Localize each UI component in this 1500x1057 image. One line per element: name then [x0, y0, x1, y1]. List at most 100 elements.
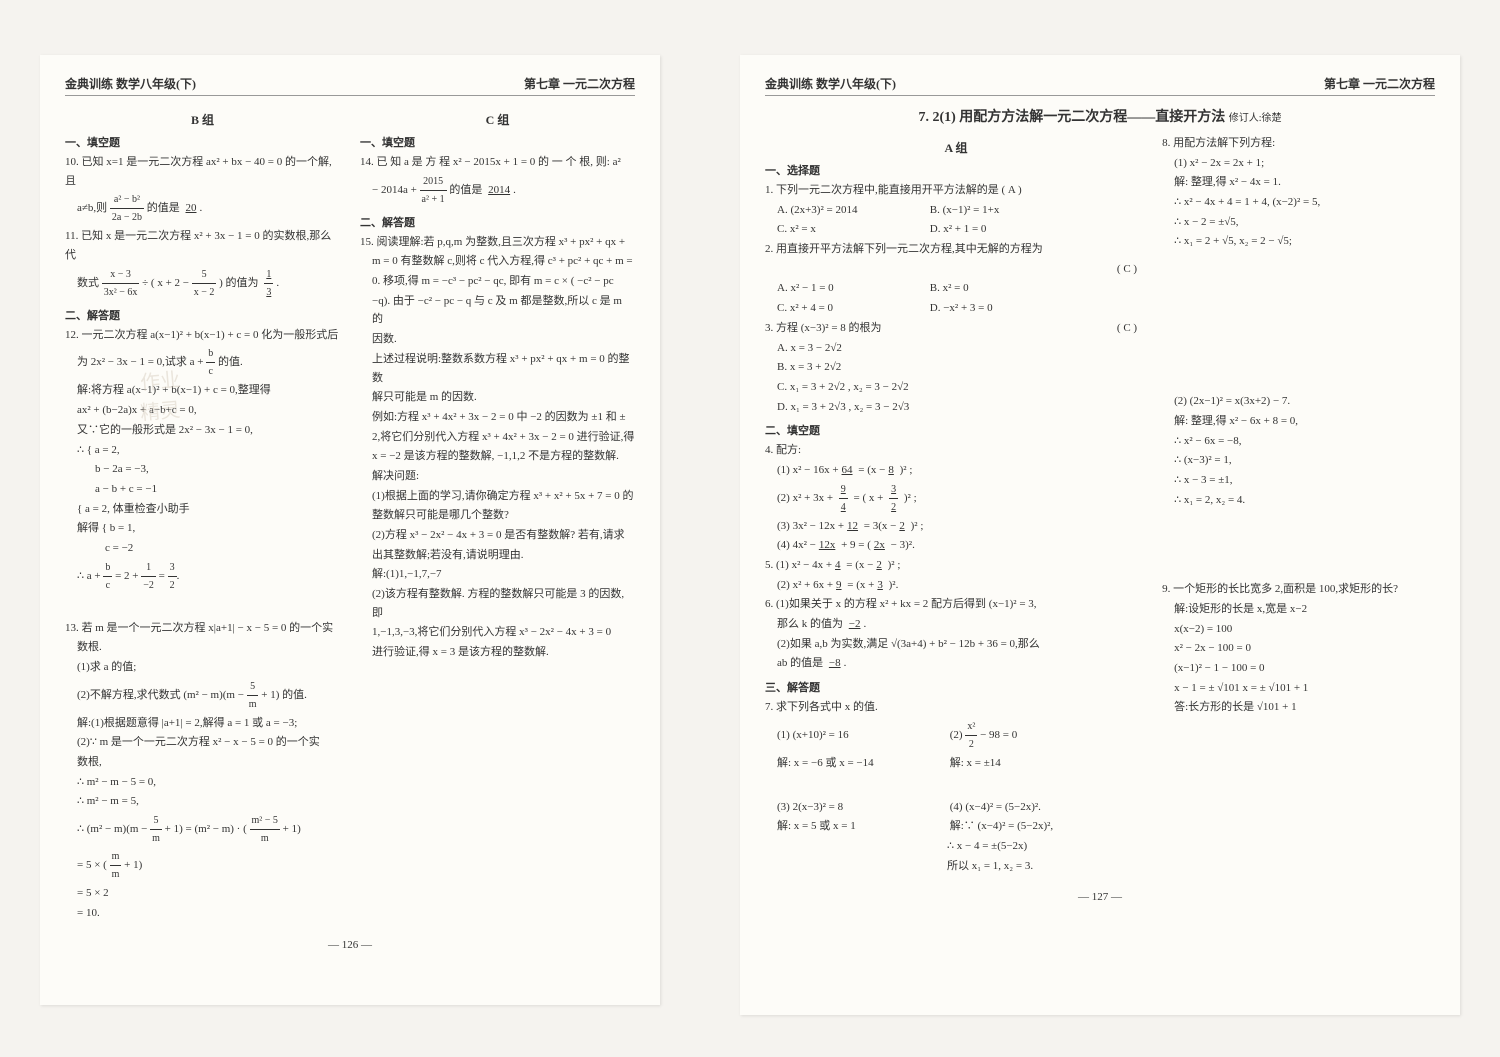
right-header: 金典训练 数学八年级(下) 第七章 一元二次方程 — [765, 75, 1435, 96]
q7: 7. 求下列各式中 x 的值. — [765, 698, 1147, 717]
q3a: A. x = 3 − 2√2 — [765, 339, 1147, 358]
q12-res3: c = −2 — [65, 539, 340, 558]
q14-l1: 14. 已 知 a 是 方 程 x² − 2015x + 1 = 0 的 一 个… — [360, 153, 635, 172]
q8-2: (2) (2x−1)² = x(3x+2) − 7. — [1162, 392, 1435, 411]
q7-row1: (1) (x+10)² = 16 (2) x²2 − 98 = 0 — [765, 718, 1147, 753]
q15-p1: (1)根据上面的学习,请你确定方程 x³ + x² + 5x + 7 = 0 的 — [360, 487, 635, 506]
q9-s4: (x−1)² − 1 − 100 = 0 — [1162, 659, 1435, 678]
q15-l4: −q). 由于 −c² − pc − q 与 c 及 m 都是整数,所以 c 是… — [360, 292, 635, 329]
q8-2-s4: ∴ x − 3 = ±1, — [1162, 471, 1435, 490]
q13-s8: = 5 × 2 — [65, 884, 340, 903]
sect-fill: 一、填空题 — [65, 134, 340, 150]
q12-sol2: ax² + (b−2a)x + a−b+c = 0, — [65, 401, 340, 420]
q8-1: (1) x² − 2x = 2x + 1; — [1162, 154, 1435, 173]
a-sect3: 三、解答题 — [765, 679, 1147, 695]
book-title-r: 金典训练 数学八年级(下) — [765, 75, 896, 92]
main-title: 7. 2(1) 用配方方法解一元二次方程——直接开方法 修订人:徐楚 — [765, 106, 1435, 126]
q10-l2: a≠b,则 a² − b²2a − 2b 的值是 20. — [65, 191, 340, 226]
q6-2: (2)如果 a,b 为实数,满足 √(3a+4) + b² − 12b + 36… — [765, 635, 1147, 654]
c-sect2: 二、解答题 — [360, 214, 635, 230]
q4-4: (4) 4x² −12x + 9 = (2x − 3)². — [765, 536, 1147, 555]
group-b-title: B 组 — [65, 111, 340, 128]
q13-l1: 13. 若 m 是一个一元二次方程 x|a+1| − x − 5 = 0 的一个… — [65, 619, 340, 638]
q11-ans: 13 — [261, 266, 276, 301]
chapter-title: 第七章 一元二次方程 — [524, 75, 635, 92]
group-a-col: A 组 一、选择题 1. 下列一元二次方程中,能直接用开平方法解的是 ( A )… — [765, 134, 1147, 876]
q13-s3: 数根, — [65, 753, 340, 772]
group-c-col: C 组 一、填空题 14. 已 知 a 是 方 程 x² − 2015x + 1… — [360, 106, 635, 924]
right-col-b: 8. 用配方法解下列方程: (1) x² − 2x = 2x + 1; 解: 整… — [1162, 134, 1435, 876]
right-pagenum: — 127 — — [765, 891, 1435, 903]
q6-1: 6. (1)如果关于 x 的方程 x² + kx = 2 配方后得到 (x−1)… — [765, 595, 1147, 614]
q13-s6: ∴ (m² − m)(m − 5m + 1) = (m² − m) · ( m²… — [65, 812, 340, 847]
q15-l6: 上述过程说明:整数系数方程 x³ + px² + qx + m = 0 的整数 — [360, 350, 635, 387]
q15-l8: 例如:方程 x³ + 4x² + 3x − 2 = 0 中 −2 的因数为 ±1… — [360, 408, 635, 427]
q15-p2b: 出其整数解;若没有,请说明理由. — [360, 546, 635, 565]
q13-s5: ∴ m² − m = 5, — [65, 792, 340, 811]
q2-ans: ( C ) — [765, 260, 1147, 279]
q4-3: (3) 3x² − 12x +12 = 3(x −2 )² ; — [765, 517, 1147, 536]
q15-l7: 解只可能是 m 的因数. — [360, 388, 635, 407]
q12-sol3: 又∵它的一般形式是 2x² − 3x − 1 = 0, — [65, 421, 340, 440]
sect-solve: 二、解答题 — [65, 307, 340, 323]
q6-1b: 那么 k 的值为 −2. — [765, 615, 1147, 634]
q8-2-s3: ∴ (x−3)² = 1, — [1162, 451, 1435, 470]
c-sect1: 一、填空题 — [360, 134, 635, 150]
chapter-title-r: 第七章 一元二次方程 — [1324, 75, 1435, 92]
q12-sys2: b − 2a = −3, — [65, 460, 340, 479]
q13-p1: (1)求 a 的值; — [65, 658, 340, 677]
q9-s5: x − 1 = ± √101 x = ± √101 + 1 — [1162, 679, 1435, 698]
q15-s3: 1,−1,3,−3,将它们分别代入方程 x³ − 2x² − 4x + 3 = … — [360, 623, 635, 642]
q9-s1: 解:设矩形的长是 x,宽是 x−2 — [1162, 600, 1435, 619]
q3b: B. x = 3 + 2√2 — [765, 358, 1147, 377]
q15-p2: (2)方程 x³ − 2x² − 4x + 3 = 0 是否有整数解? 若有,请… — [360, 526, 635, 545]
q8-1-s2: ∴ x² − 4x + 4 = 1 + 4, (x−2)² = 5, — [1162, 193, 1435, 212]
q15-l9: 2,将它们分别代入方程 x³ + 4x² + 3x − 2 = 0 进行验证,得 — [360, 428, 635, 447]
q11-frac2: 5x − 2 — [192, 266, 217, 301]
q8-2-s1: 解: 整理,得 x² − 6x + 8 = 0, — [1162, 412, 1435, 431]
a-sect2: 二、填空题 — [765, 422, 1147, 438]
q9-s3: x² − 2x − 100 = 0 — [1162, 639, 1435, 658]
q14-ans: 2014 — [485, 184, 513, 196]
q15-l2: m = 0 有整数解 c,则将 c 代入方程,得 c³ + pc² + qc +… — [360, 252, 635, 271]
q13-p2: (2)不解方程,求代数式 (m² − m)(m − 5m + 1) 的值. — [65, 678, 340, 713]
q8-2-s5: ∴ x₁ = 2, x₂ = 4. — [1162, 491, 1435, 510]
q15-l5: 因数. — [360, 330, 635, 349]
group-c-title: C 组 — [360, 111, 635, 128]
q15-l10: x = −2 是该方程的整数解, −1,1,2 不是方程的整数解. — [360, 447, 635, 466]
q13-l2: 数根. — [65, 638, 340, 657]
q3d: D. x₁ = 3 + 2√3 , x₂ = 3 − 2√3 — [765, 398, 1147, 417]
q12-final: ∴ a + bc = 2 + 1−2 = 32. — [65, 559, 340, 594]
q4: 4. 配方: — [765, 441, 1147, 460]
q14-l2: − 2014a + 2015a² + 1 的值是 2014. — [360, 173, 635, 208]
q4-1: (1) x² − 16x +64 = (x −8 )² ; — [765, 461, 1147, 480]
q7-sol-row2: 解: x = 5 或 x = 1 解:∵ (x−4)² = (5−2x)², — [765, 817, 1147, 836]
left-header: 金典训练 数学八年级(下) 第七章 一元二次方程 — [65, 75, 635, 96]
group-a-title: A 组 — [765, 139, 1147, 156]
q7-sol-row1: 解: x = −6 或 x = −14 解: x = ±14 — [765, 754, 1147, 773]
group-b-col: B 组 一、填空题 10. 已知 x=1 是一元二次方程 ax² + bx − … — [65, 106, 340, 924]
q1: 1. 下列一元二次方程中,能直接用开平方法解的是 ( A ) — [765, 181, 1147, 200]
q12-res: { a = 2, 体重检查小助手 — [65, 500, 340, 519]
q9: 9. 一个矩形的长比宽多 2,面积是 100,求矩形的长? — [1162, 580, 1435, 599]
q9-s2: x(x−2) = 100 — [1162, 620, 1435, 639]
page-left: 金典训练 数学八年级(下) 第七章 一元二次方程 B 组 一、填空题 10. 已… — [40, 55, 660, 1005]
q5-2: (2) x² + 6x +9 = (x +3 )². — [765, 576, 1147, 595]
q11-frac1: x − 33x² − 6x — [102, 266, 140, 301]
q5-1: 5. (1) x² − 4x +4 = (x −2 )² ; — [765, 556, 1147, 575]
editor: 修订人:徐楚 — [1229, 113, 1282, 124]
right-cols: A 组 一、选择题 1. 下列一元二次方程中,能直接用开平方法解的是 ( A )… — [765, 134, 1435, 876]
a-sect1: 一、选择题 — [765, 162, 1147, 178]
q15-s1: 解:(1)1,−1,7,−7 — [360, 565, 635, 584]
q11-l1: 11. 已知 x 是一元二次方程 x² + 3x − 1 = 0 的实数根,那么… — [65, 227, 340, 264]
q12-l1: 12. 一元二次方程 a(x−1)² + b(x−1) + c = 0 化为一般… — [65, 326, 340, 345]
q8-1-s1: 解: 整理,得 x² − 4x = 1. — [1162, 173, 1435, 192]
q12-l2: 为 2x² − 3x − 1 = 0,试求 a + bc 的值. — [65, 345, 340, 380]
q10-ans: 20 — [183, 202, 200, 214]
q10-frac: a² − b²2a − 2b — [110, 191, 144, 226]
q2: 2. 用直接开平方法解下列一元二次方程,其中无解的方程为 — [765, 240, 1147, 259]
q8-2-s2: ∴ x² − 6x = −8, — [1162, 432, 1435, 451]
q13-s1: 解:(1)根据题意得 |a+1| = 2,解得 a = 1 或 a = −3; — [65, 714, 340, 733]
q12-sol1: 解:将方程 a(x−1)² + b(x−1) + c = 0,整理得 — [65, 381, 340, 400]
q7-4-s3: 所以 x₁ = 1, x₂ = 3. — [765, 857, 1147, 876]
